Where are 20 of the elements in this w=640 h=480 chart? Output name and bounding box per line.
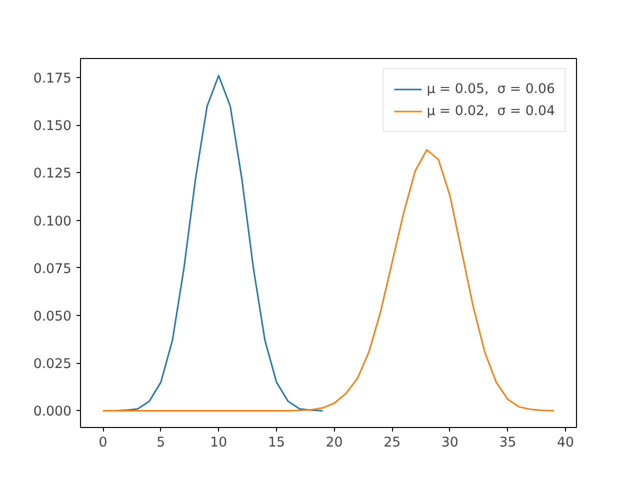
y-tick-label: 0.100 [33,214,72,230]
y-tick-label: 0.125 [33,166,72,182]
y-tick-label: 0.025 [33,357,72,372]
x-tick-label: 15 [268,436,285,450]
y-tick-label: 0.150 [33,119,72,134]
x-tick-label: 10 [210,436,228,450]
x-tick-label: 0 [98,436,108,450]
y-tick-label: 0.050 [33,310,72,325]
legend-label: μ = 0.02, σ = 0.04 [426,104,555,118]
x-tick-label: 5 [156,436,166,450]
y-tick-label: 0.175 [33,72,72,87]
x-tick-label: 30 [441,436,458,450]
x-tick-label: 35 [499,436,516,450]
x-tick-label: 25 [384,436,401,450]
x-tick-label: 40 [557,436,574,450]
y-tick-label: 0.000 [33,404,72,420]
legend-label: μ = 0.05, σ = 0.06 [426,82,555,96]
y-tick-label: 0.075 [33,262,72,277]
x-tick-label: 20 [326,436,343,450]
line-series [102,149,555,412]
